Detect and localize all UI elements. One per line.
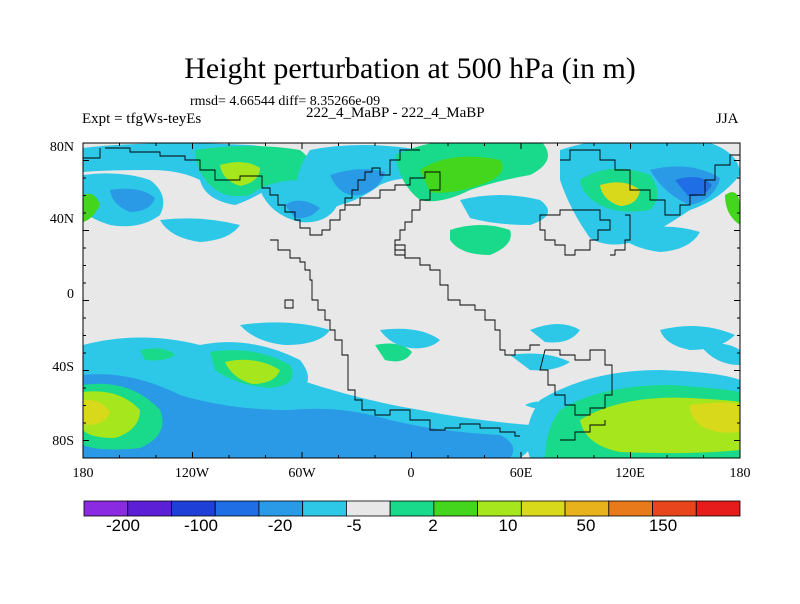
- y-tick-label: 80S: [52, 434, 74, 449]
- chart-title: Height perturbation at 500 hPa (in m): [184, 52, 636, 85]
- axis-ticks: [82, 143, 741, 458]
- subtitle: 222_4_MaBP - 222_4_MaBP: [306, 105, 485, 121]
- colorbar-label: 50: [576, 516, 596, 535]
- stats-text: rmsd= 4.66544 diff= 8.35266e-09: [190, 94, 381, 109]
- x-tick-label: 60W: [288, 466, 316, 481]
- colorbar-label: -200: [105, 516, 141, 535]
- colorbar-label: -20: [267, 516, 293, 535]
- x-tick-label: 120W: [174, 466, 210, 481]
- x-tick-label: 180: [729, 466, 751, 481]
- colorbar-label: 150: [648, 516, 678, 535]
- y-tick-label: 0: [67, 287, 74, 302]
- x-tick-label: 60E: [509, 466, 533, 481]
- y-tick-label: 40S: [52, 360, 74, 375]
- experiment-label: Expt = tfgWs-teyEs: [82, 111, 202, 127]
- colorbar-label: -5: [346, 516, 362, 535]
- y-tick-label: 80N: [49, 140, 74, 155]
- coastlines: [83, 147, 740, 441]
- colorbar-label: 2: [428, 516, 438, 535]
- colorbar-label: -100: [183, 516, 219, 535]
- y-tick-label: 40N: [49, 212, 74, 227]
- x-tick-label: 180: [72, 466, 94, 481]
- x-tick-label: 0: [407, 466, 415, 481]
- x-tick-label: 120E: [615, 466, 645, 481]
- season-label: JJA: [716, 111, 739, 127]
- colorbar-label: 10: [498, 516, 518, 535]
